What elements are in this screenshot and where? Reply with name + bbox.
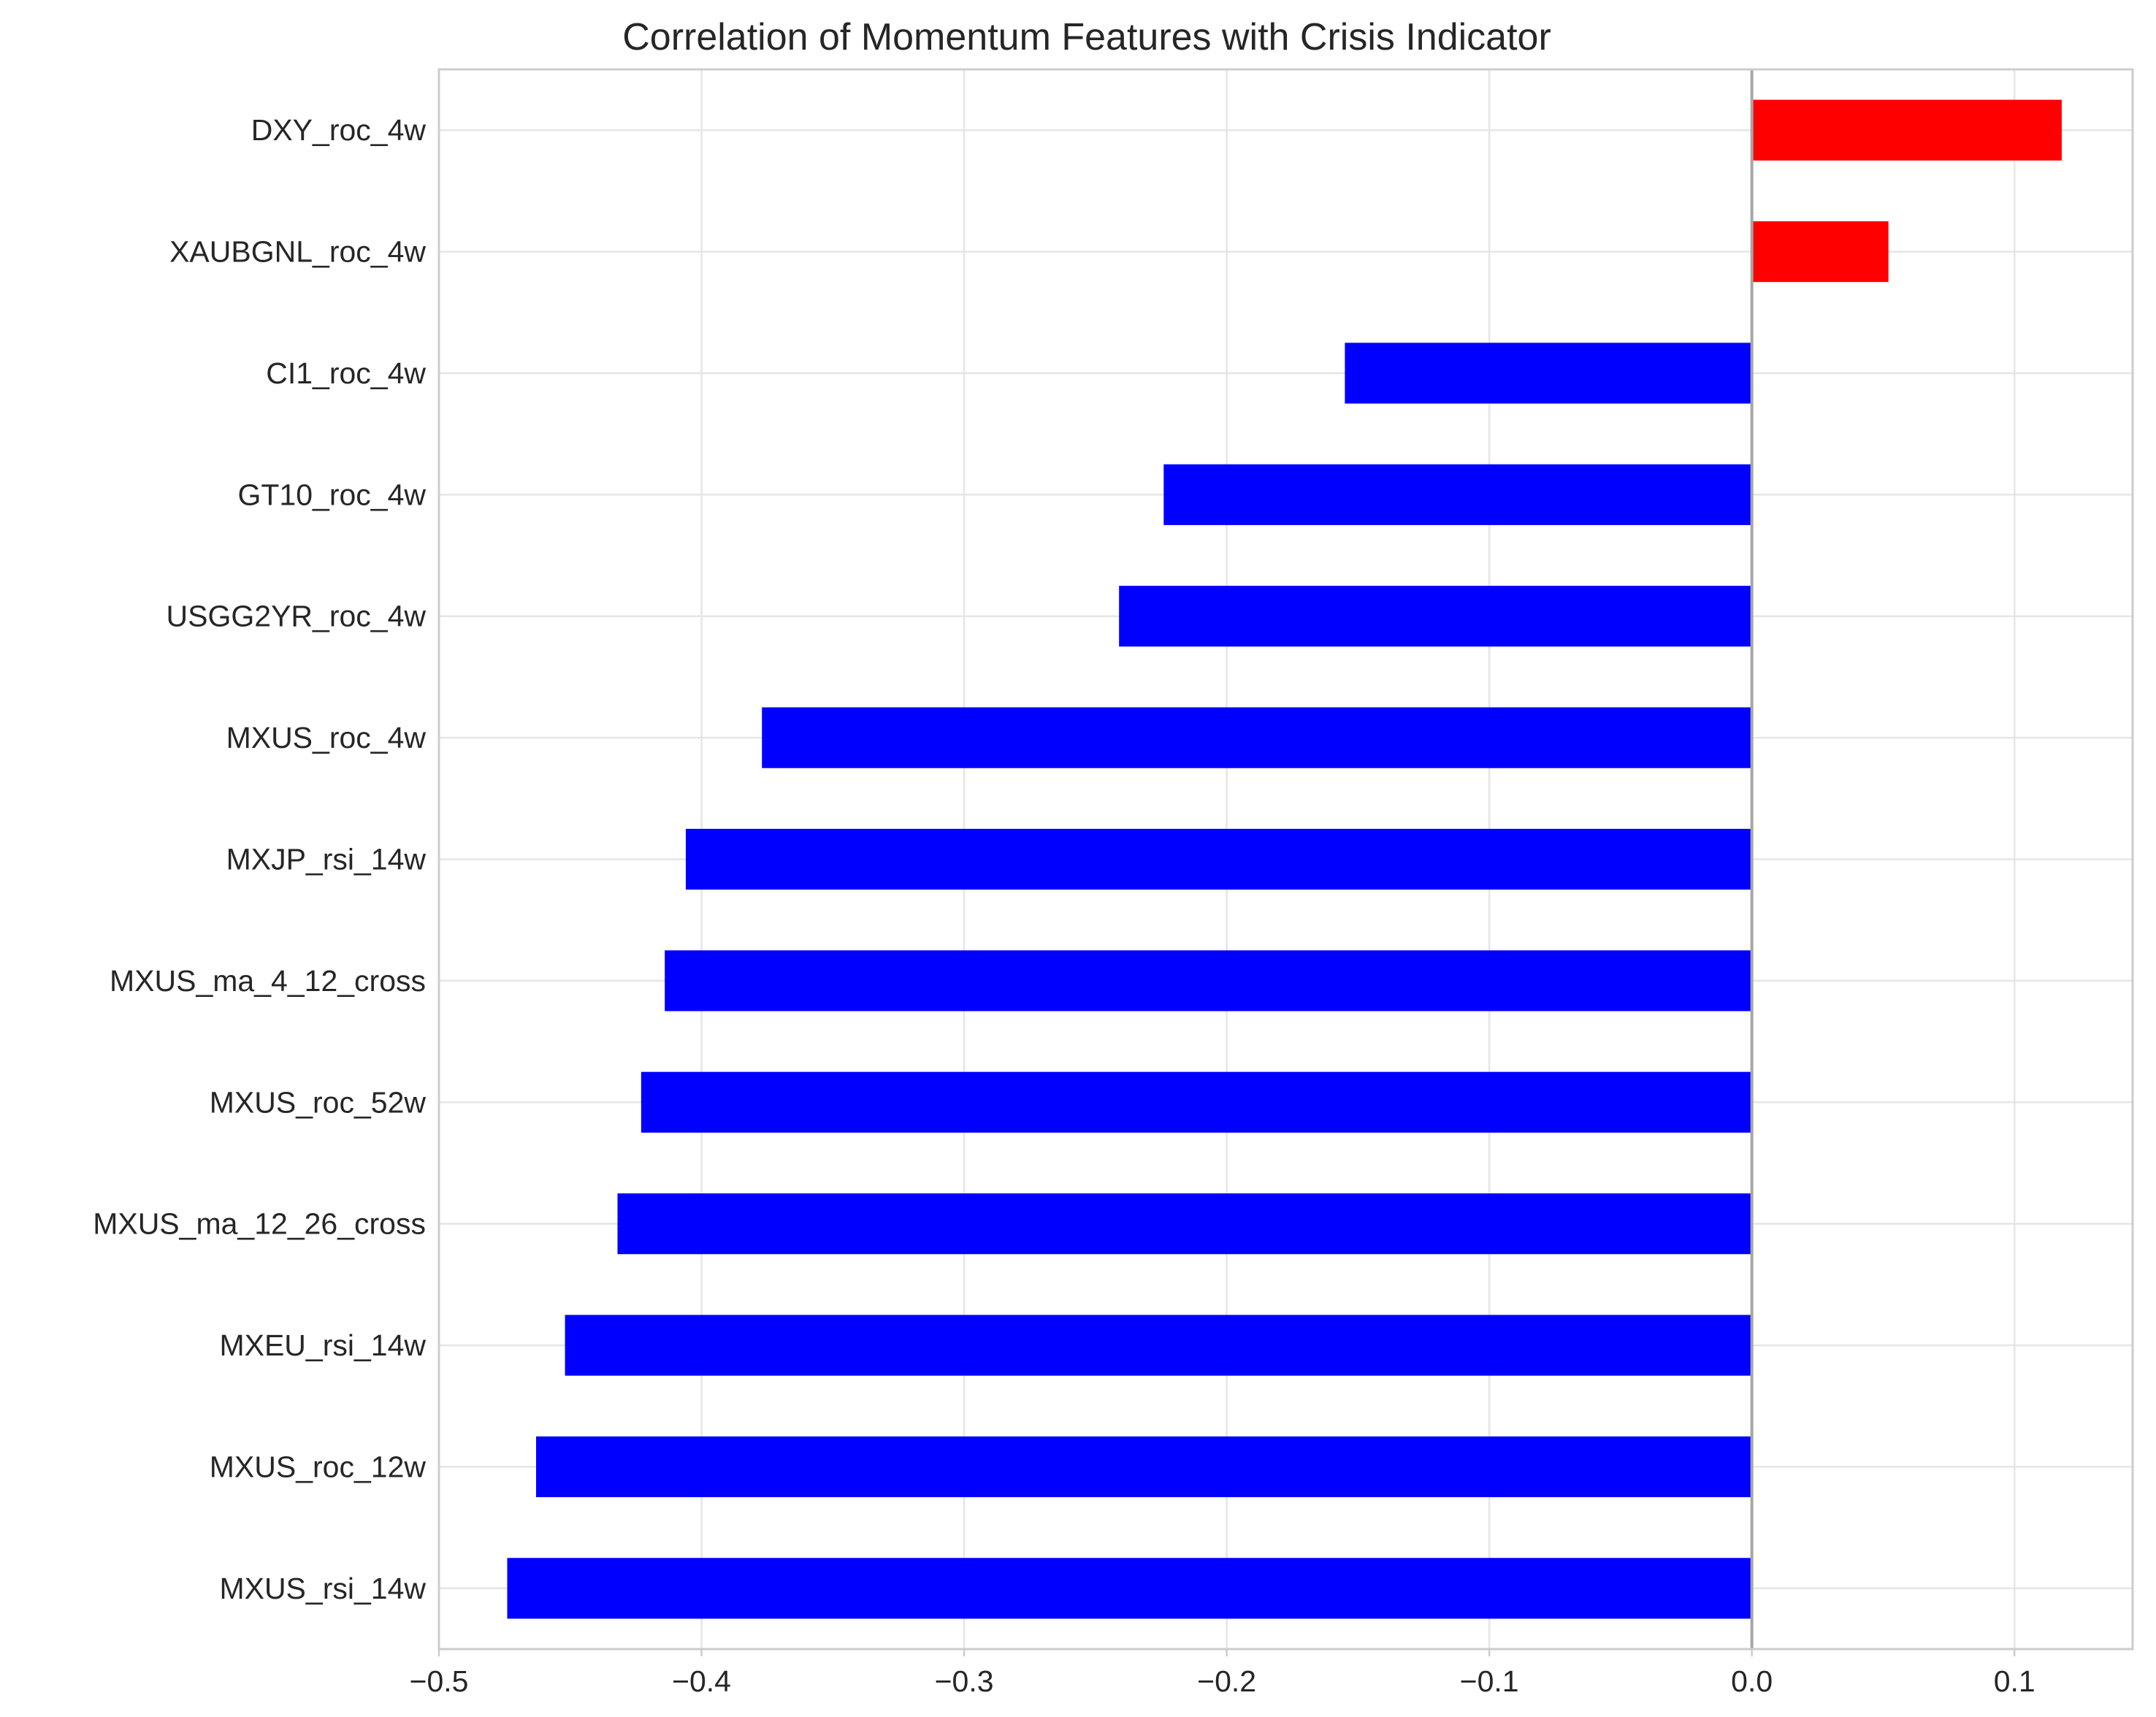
chart-title: Correlation of Momentum Features with Cr… xyxy=(622,16,1551,58)
x-tick-label: −0.2 xyxy=(1197,1664,1256,1698)
y-tick-label: MXUS_rsi_14w xyxy=(219,1572,426,1605)
bar-XAUBGNL_roc_4w xyxy=(1751,221,1889,283)
bar-GT10_roc_4w xyxy=(1163,464,1752,525)
bar-MXUS_ma_12_26_cross xyxy=(617,1193,1752,1255)
x-tick-label: −0.1 xyxy=(1460,1664,1519,1698)
y-tick-label: USGG2YR_roc_4w xyxy=(167,600,427,633)
bar-DXY_roc_4w xyxy=(1751,99,2062,161)
y-tick-label: MXUS_ma_12_26_cross xyxy=(93,1207,426,1241)
y-tick-label: XAUBGNL_roc_4w xyxy=(169,235,426,269)
bar-MXUS_roc_4w xyxy=(762,707,1752,768)
bar-MXUS_roc_52w xyxy=(641,1071,1752,1133)
x-tick-label: 0.0 xyxy=(1731,1664,1773,1698)
y-tick-label: MXUS_roc_12w xyxy=(210,1450,427,1483)
bar-MXJP_rsi_14w xyxy=(685,828,1752,890)
x-tick-label: −0.5 xyxy=(410,1664,469,1698)
plot-frame xyxy=(437,68,2134,1651)
y-tick-label: MXEU_rsi_14w xyxy=(219,1328,426,1362)
axes: DXY_roc_4w XAUBGNL_roc_4w CI1_roc_4w GT10_r… xyxy=(93,68,2134,1698)
bar-MXUS_rsi_14w xyxy=(507,1558,1752,1619)
y-tick-label: MXJP_rsi_14w xyxy=(226,843,427,876)
x-tick-label: −0.3 xyxy=(935,1664,994,1698)
bar-MXUS_ma_4_12_cross xyxy=(665,950,1752,1012)
bar-CI1_roc_4w xyxy=(1345,343,1752,404)
y-tick-label: MXUS_roc_52w xyxy=(210,1085,427,1119)
y-tick-label: DXY_roc_4w xyxy=(251,113,427,147)
bar-MXUS_roc_12w xyxy=(536,1436,1752,1498)
y-tick-label: GT10_roc_4w xyxy=(237,478,426,511)
bar-MXEU_rsi_14w xyxy=(565,1315,1752,1376)
y-tick-label: CI1_roc_4w xyxy=(266,356,426,390)
x-tick-label: 0.1 xyxy=(1994,1664,2035,1698)
x-tick-label: −0.4 xyxy=(672,1664,731,1698)
y-tick-label: MXUS_roc_4w xyxy=(226,721,427,754)
y-tick-label: MXUS_ma_4_12_cross xyxy=(110,964,426,998)
bar-USGG2YR_roc_4w xyxy=(1119,586,1752,647)
bars xyxy=(507,99,2062,1619)
